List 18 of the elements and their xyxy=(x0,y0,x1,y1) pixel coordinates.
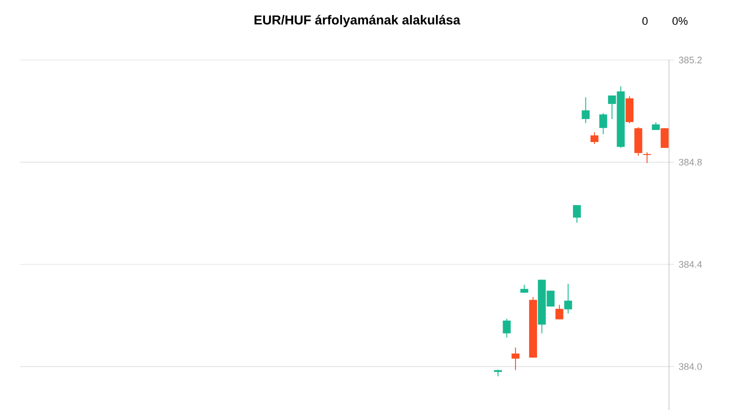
y-tick-label: 384.8 xyxy=(678,158,702,166)
y-tick-label: 385.2 xyxy=(678,56,702,64)
candlestick xyxy=(626,96,634,124)
candlestick xyxy=(590,132,598,144)
chart-title: EUR/HUF árfolyamának alakulása xyxy=(254,14,460,28)
candlestick xyxy=(599,112,608,135)
candlestick xyxy=(512,347,520,371)
y-tick-label: 384.4 xyxy=(678,261,702,268)
candlestick xyxy=(555,304,564,320)
candlestick xyxy=(582,96,590,124)
y-tick-label: 384.0 xyxy=(678,363,702,370)
candlestick xyxy=(564,283,572,314)
candlestick xyxy=(502,318,511,338)
candlestick xyxy=(660,128,669,148)
text: 0% xyxy=(672,17,688,25)
candlestick xyxy=(642,152,652,164)
text: 0 xyxy=(642,17,648,25)
candlestick xyxy=(572,204,581,224)
